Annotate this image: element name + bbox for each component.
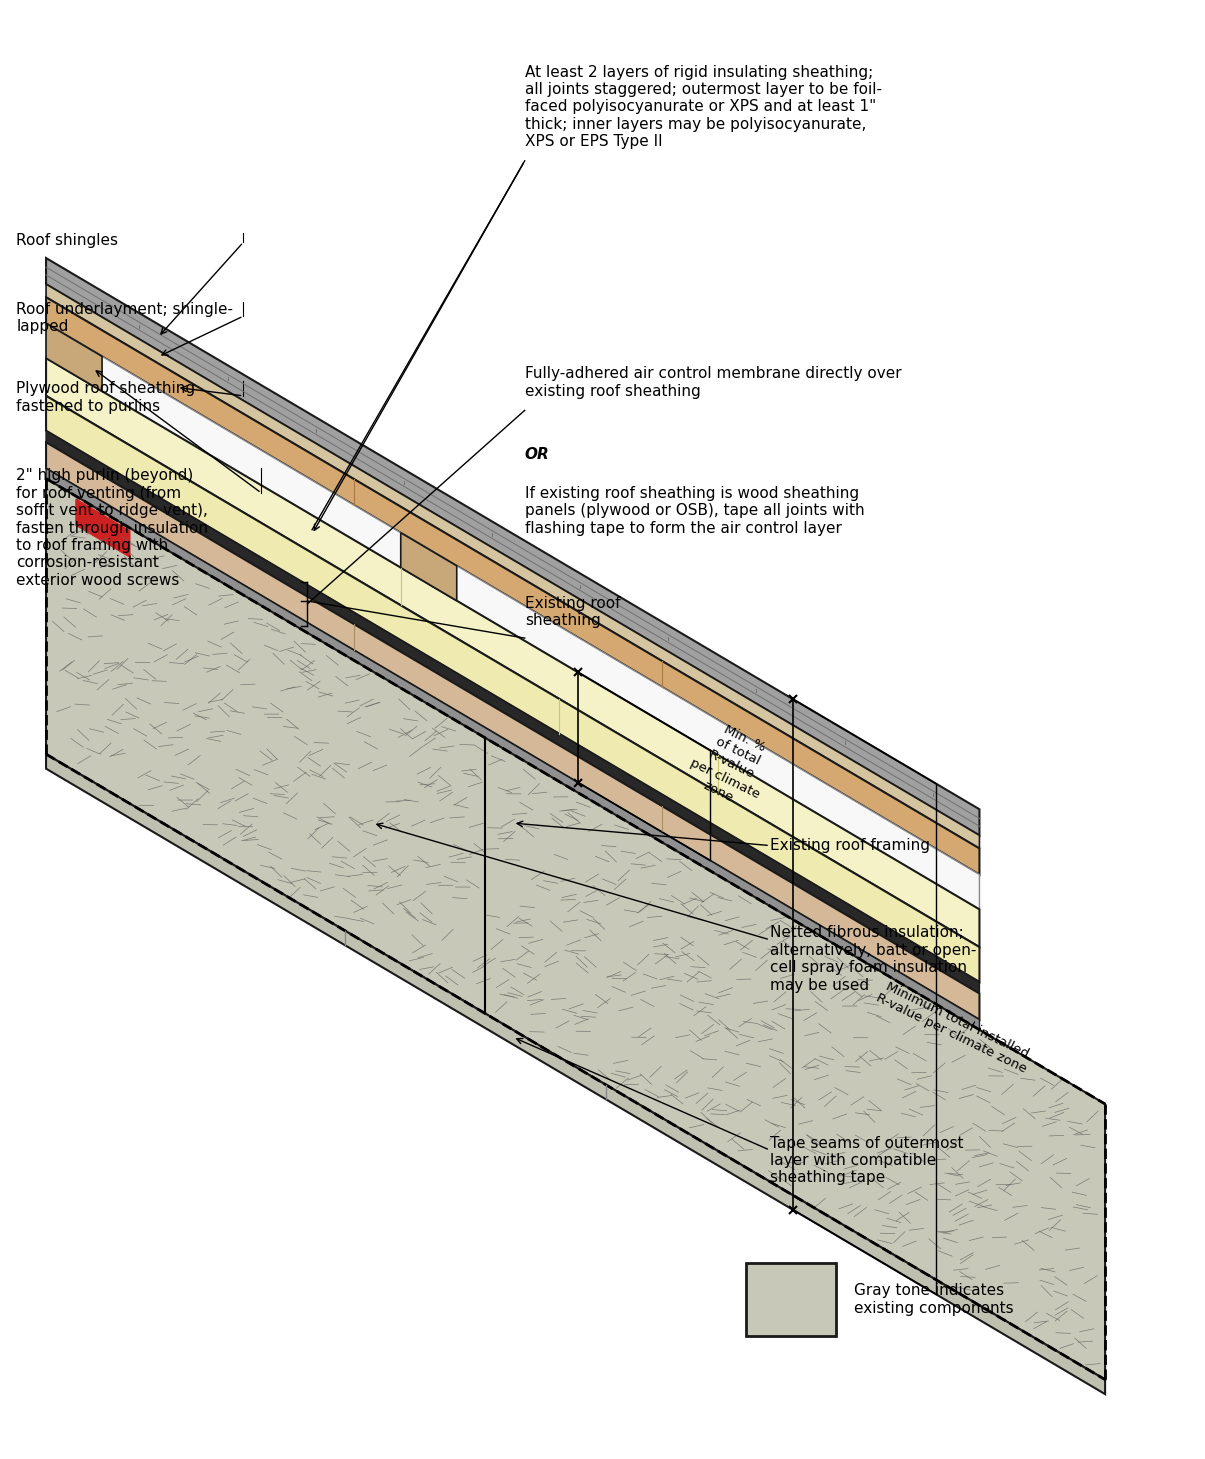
Text: OR: OR [524, 446, 549, 461]
Text: If existing roof sheathing is wood sheathing
panels (plywood or OSB), tape all j: If existing roof sheathing is wood sheat… [524, 486, 864, 535]
Polygon shape [46, 442, 980, 1020]
Text: 2" high purlin (beyond)
for roof venting (from
soffit vent to ridge vent),
faste: 2" high purlin (beyond) for roof venting… [16, 468, 208, 588]
Polygon shape [46, 298, 980, 874]
Polygon shape [46, 324, 980, 909]
Polygon shape [46, 430, 980, 994]
Polygon shape [46, 357, 980, 947]
Polygon shape [76, 499, 130, 557]
Polygon shape [46, 285, 980, 849]
Text: Existing roof framing: Existing roof framing [770, 839, 930, 854]
Polygon shape [46, 258, 980, 836]
Text: Tape seams of outermost
layer with compatible
sheathing tape: Tape seams of outermost layer with compa… [770, 1135, 964, 1186]
Text: Roof shingles: Roof shingles [16, 233, 118, 248]
Text: Gray tone indicates
existing components: Gray tone indicates existing components [854, 1284, 1013, 1316]
Text: Fully-adhered air control membrane directly over
existing roof sheathing: Fully-adhered air control membrane direc… [524, 366, 901, 398]
Polygon shape [46, 324, 102, 391]
Text: Min. %
of total
R-value
per climate
zone: Min. % of total R-value per climate zone [682, 716, 782, 814]
Polygon shape [46, 468, 980, 1030]
Polygon shape [46, 754, 1105, 1395]
Polygon shape [401, 533, 457, 601]
Polygon shape [46, 479, 1105, 1380]
Text: At least 2 layers of rigid insulating sheathing;
all joints staggered; outermost: At least 2 layers of rigid insulating sh… [524, 64, 882, 149]
Text: Minimum total installed
R-value per climate zone: Minimum total installed R-value per clim… [874, 978, 1035, 1075]
Text: Plywood roof sheathing
fastened to purlins: Plywood roof sheathing fastened to purli… [16, 381, 195, 414]
Text: Netted fibrous insulation;
alternatively, batt or open-
cell spray foam insulati: Netted fibrous insulation; alternatively… [770, 925, 976, 992]
Polygon shape [46, 395, 980, 982]
Text: Roof underlayment; shingle-
lapped: Roof underlayment; shingle- lapped [16, 302, 233, 334]
Text: Existing roof
sheathing: Existing roof sheathing [524, 595, 621, 627]
FancyBboxPatch shape [746, 1263, 836, 1336]
